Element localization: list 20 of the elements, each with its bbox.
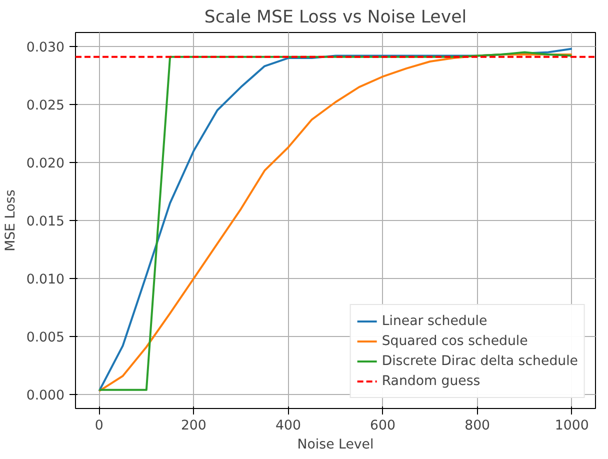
x-tick-label: 1000 bbox=[554, 418, 589, 434]
y-tick-label: 0.030 bbox=[26, 40, 64, 56]
legend-label: Discrete Dirac delta schedule bbox=[382, 354, 578, 368]
y-tick-label: 0.000 bbox=[26, 388, 64, 404]
x-tick-label: 600 bbox=[370, 418, 396, 434]
y-tick-label: 0.015 bbox=[26, 214, 64, 230]
y-tick-label: 0.010 bbox=[26, 272, 64, 288]
x-tick-label: 0 bbox=[94, 418, 104, 434]
x-tick-label: 800 bbox=[464, 418, 490, 434]
y-tick-label: 0.005 bbox=[26, 330, 64, 346]
y-tick-label: 0.025 bbox=[26, 98, 64, 114]
legend-label: Random guess bbox=[382, 374, 480, 388]
x-axis-title: Noise Level bbox=[297, 438, 374, 452]
chart-title: Scale MSE Loss vs Noise Level bbox=[204, 8, 467, 28]
x-tick-label: 200 bbox=[180, 418, 206, 434]
y-tick-label: 0.020 bbox=[26, 156, 64, 172]
y-axis-title: MSE Loss bbox=[3, 190, 18, 252]
legend-label: Linear schedule bbox=[382, 314, 488, 328]
legend-label: Squared cos schedule bbox=[382, 334, 528, 348]
x-tick-label: 400 bbox=[276, 418, 301, 434]
